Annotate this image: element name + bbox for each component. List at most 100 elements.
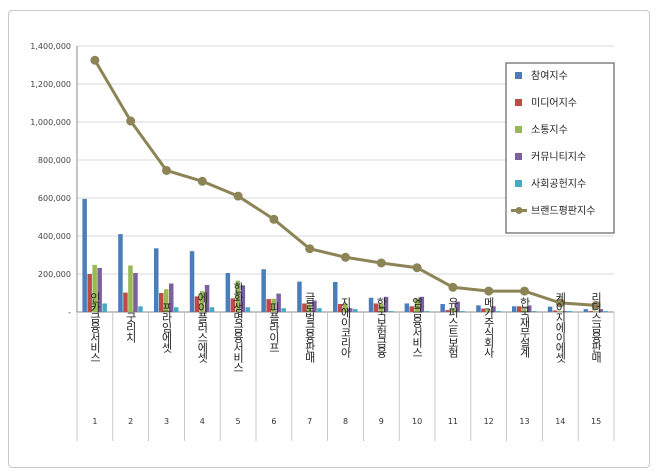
bar-4-4 [204,285,210,312]
bar-4-14 [562,311,568,312]
line-point-14 [555,298,565,308]
bar-1-9 [368,297,374,312]
bar-5-7 [317,308,322,312]
bar-1-15 [583,309,589,312]
bar-1-8 [333,281,338,312]
y-tick-label: - [68,308,71,317]
bar-2-11 [445,310,450,312]
bar-5-1 [102,303,107,312]
bar-2-12 [481,308,486,312]
bar-3-13 [522,309,527,312]
bar-3-10 [414,298,420,312]
rank-label: 3 [164,417,169,426]
category-label: 피플라이프 [267,302,280,352]
bar-4-2 [133,273,138,312]
bar-5-11 [460,311,465,312]
line-point-10 [412,263,422,273]
line-point-8 [341,252,350,262]
bar-4-11 [455,301,460,312]
bar-3-7 [307,304,312,312]
bar-3-1 [92,264,97,312]
bar-4-7 [312,300,317,312]
line-point-6 [269,214,279,224]
bar-2-14 [552,310,558,312]
legend-swatch-3 [515,126,522,133]
bar-1-6 [261,269,266,312]
rank-label: 10 [412,417,422,426]
bar-2-6 [266,299,271,312]
category-label: 한국재무설계 [518,297,531,359]
category-label: 프라임에셋 [160,302,173,353]
rank-label: 7 [307,417,312,426]
bar-1-3 [154,248,159,312]
bar-1-7 [297,281,302,312]
rank-label: 6 [271,417,276,426]
rank-label: 15 [591,417,601,426]
line-point-13 [520,286,529,296]
y-tick-label: 600,000 [38,194,71,203]
bar-1-11 [440,304,445,312]
rank-label: 5 [236,417,241,426]
bar-4-6 [276,293,281,312]
bar-4-15 [598,309,604,312]
bar-5-3 [174,307,179,312]
bar-4-9 [383,296,389,312]
bar-4-12 [491,306,496,312]
bar-3-11 [450,308,455,312]
bar-3-8 [343,303,348,312]
bar-4-3 [169,283,174,312]
bar-3-14 [557,311,563,312]
legend-label: 미디어지수 [531,97,577,109]
legend-label: 참여지수 [531,70,568,82]
bar-2-9 [373,303,379,312]
line-point-7 [305,244,315,254]
bar-2-7 [302,303,307,312]
line-point-1 [90,55,100,65]
bar-3-4 [199,291,205,312]
bar-3-15 [593,311,599,312]
bar-2-13 [517,306,522,312]
bar-5-8 [353,309,358,312]
bar-3-12 [486,309,491,312]
category-label: 유퍼스트보험 [446,297,459,358]
bar-5-13 [532,311,537,312]
category-label: 리더스금융판매 [590,292,603,363]
bar-line-chart: - 200,000 400,000 600,000 800,000 1,000,000 1,… [30,42,615,441]
legend-swatch-5 [515,180,522,187]
bar-1-4 [189,251,195,312]
legend-line-marker [515,207,523,214]
line-point-12 [484,286,494,296]
bar-1-1 [82,198,87,312]
category-label: 엠금융서비스 [411,297,424,357]
line-point-4 [197,176,207,186]
bar-1-5 [225,273,231,312]
bar-2-15 [588,311,594,312]
bar-5-9 [388,311,394,312]
bar-5-14 [567,311,573,312]
line-point-9 [376,258,386,268]
category-label: 에이플러스에셋 [196,292,209,363]
rank-label: 4 [200,417,205,426]
y-tick-label: 1,400,000 [30,42,71,51]
bar-5-10 [424,311,430,312]
legend-swatch-2 [515,99,522,106]
category-label: 지에이코리아 [339,297,352,359]
category-label: 인카금융서비스 [88,292,101,362]
bar-3-5 [235,280,241,312]
chart-frame: - 200,000 400,000 600,000 800,000 1,000,000 1,… [8,10,650,468]
bar-3-3 [164,289,169,312]
rank-label: 12 [484,417,494,426]
y-tick-label: 200,000 [38,270,71,279]
bar-1-10 [404,303,410,312]
category-label: 한국보험금융 [375,297,388,358]
bar-2-10 [409,306,415,312]
line-point-5 [233,191,243,201]
bar-2-3 [159,293,164,312]
legend-label: 브랜드평판지수 [531,205,595,217]
rank-label: 13 [519,417,529,426]
rank-label: 8 [343,417,348,426]
legend-label: 사회공헌지수 [531,178,586,190]
bar-1-14 [547,306,553,312]
line-point-15 [591,300,601,310]
